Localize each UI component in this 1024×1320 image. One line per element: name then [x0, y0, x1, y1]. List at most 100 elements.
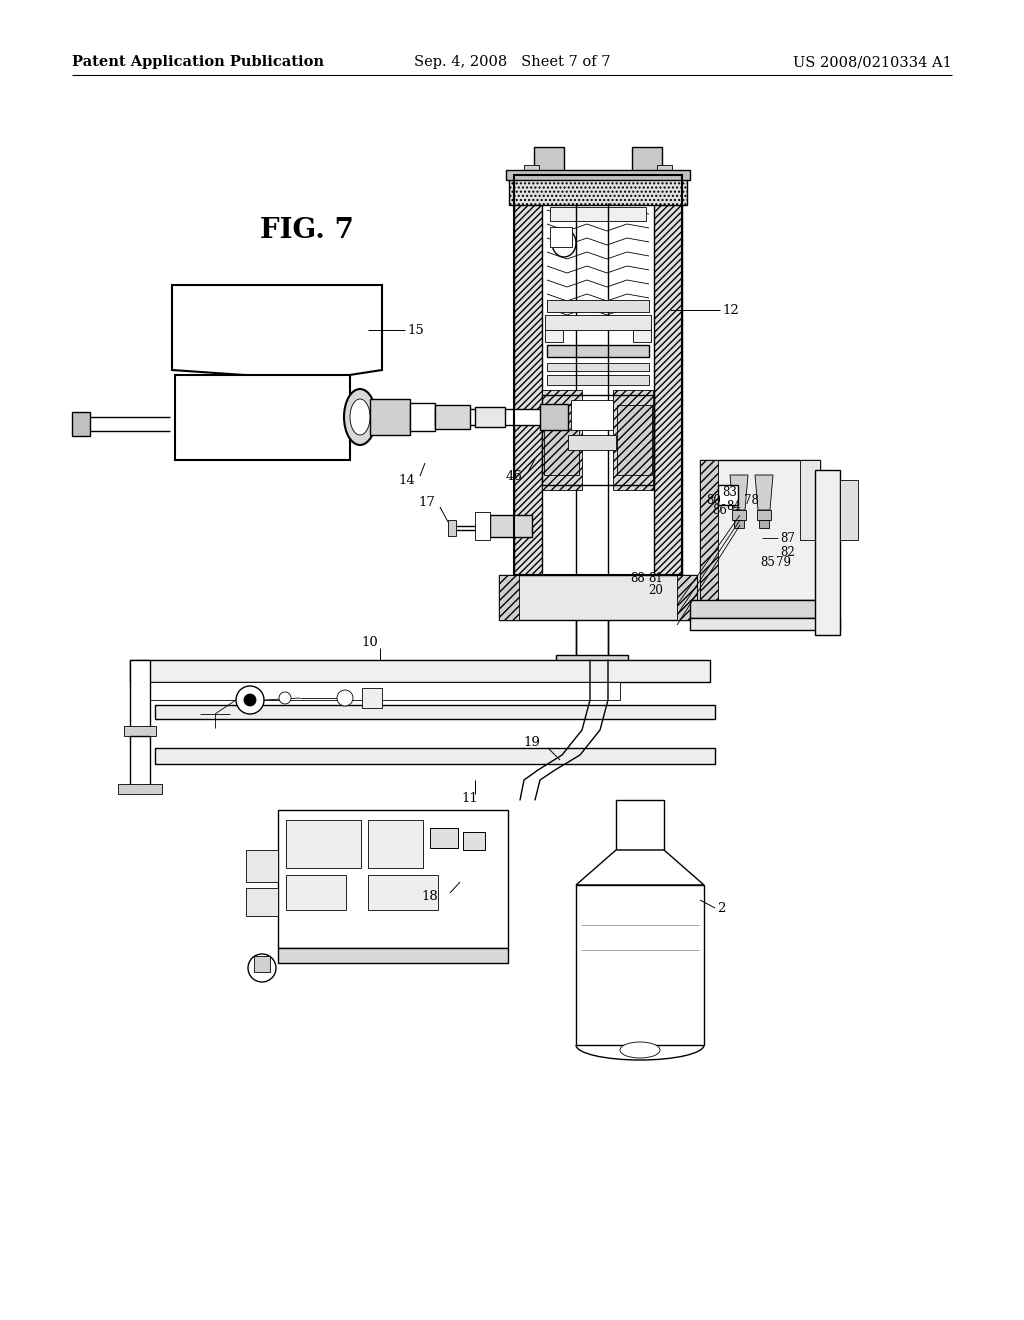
Bar [286, 820, 361, 869]
Bar [130, 660, 710, 682]
Text: 80: 80 [706, 494, 721, 507]
Bar [430, 828, 458, 847]
Bar [700, 459, 718, 601]
Bar [734, 520, 744, 528]
Bar [759, 520, 769, 528]
Bar [840, 480, 858, 540]
Bar [556, 655, 628, 675]
Bar [155, 705, 715, 719]
Text: 18: 18 [421, 891, 438, 903]
Bar [718, 484, 738, 506]
Text: 11: 11 [462, 792, 478, 804]
Ellipse shape [244, 694, 256, 706]
Bar [475, 512, 490, 540]
Bar [435, 405, 470, 429]
Bar [490, 515, 532, 537]
Text: 81: 81 [648, 572, 663, 585]
Bar [278, 948, 508, 964]
Ellipse shape [620, 1041, 660, 1059]
Ellipse shape [236, 686, 264, 714]
Bar [617, 405, 652, 475]
Text: FIG. 7: FIG. 7 [260, 216, 354, 243]
Text: 20: 20 [648, 585, 663, 598]
Text: Patent Application Publication: Patent Application Publication [72, 55, 324, 69]
Bar [278, 810, 508, 948]
Bar [571, 400, 613, 430]
Ellipse shape [279, 692, 291, 704]
Bar [449, 520, 456, 536]
Bar [246, 850, 278, 882]
Bar [534, 147, 564, 176]
Text: 46: 46 [505, 470, 522, 483]
Bar [130, 660, 150, 730]
Ellipse shape [337, 690, 353, 706]
Bar [118, 784, 162, 795]
Text: 85: 85 [760, 556, 775, 569]
Text: 79: 79 [776, 556, 791, 569]
Bar [545, 330, 563, 342]
Polygon shape [755, 475, 773, 510]
Bar [130, 682, 620, 700]
Bar [124, 726, 156, 737]
Text: 15: 15 [407, 323, 424, 337]
Bar [499, 576, 697, 620]
Bar [633, 330, 651, 342]
Ellipse shape [344, 389, 376, 445]
Bar [654, 176, 682, 576]
Text: 12: 12 [722, 304, 738, 317]
Text: 10: 10 [361, 635, 379, 648]
Bar [815, 470, 840, 635]
Bar [800, 459, 820, 540]
Bar [690, 618, 840, 630]
Bar [542, 389, 582, 490]
Bar [410, 403, 435, 432]
Bar [509, 176, 687, 205]
Text: Sep. 4, 2008   Sheet 7 of 7: Sep. 4, 2008 Sheet 7 of 7 [414, 55, 610, 69]
Ellipse shape [248, 954, 276, 982]
Bar [632, 147, 662, 176]
Bar [435, 409, 543, 425]
Bar [524, 165, 539, 176]
Text: 84: 84 [726, 500, 741, 513]
Bar [732, 510, 746, 520]
Bar [547, 345, 649, 356]
Bar [542, 395, 654, 484]
Text: 2: 2 [717, 902, 725, 915]
Text: 19: 19 [523, 737, 540, 750]
Bar [546, 663, 638, 677]
Polygon shape [172, 285, 382, 380]
Bar [463, 832, 485, 850]
Bar [547, 363, 649, 371]
Bar [130, 737, 150, 785]
Bar [616, 800, 664, 850]
Text: 82: 82 [780, 546, 795, 560]
Bar [657, 165, 672, 176]
Text: 14: 14 [398, 474, 415, 487]
Bar [368, 875, 438, 909]
Polygon shape [730, 475, 748, 510]
Bar [550, 227, 572, 247]
Bar [757, 510, 771, 520]
Bar [514, 176, 542, 576]
Text: 78: 78 [744, 494, 759, 507]
Bar [475, 407, 505, 426]
Bar [72, 412, 90, 436]
Bar [286, 875, 346, 909]
Bar [175, 375, 350, 459]
Polygon shape [575, 850, 705, 884]
Bar [254, 956, 270, 972]
Bar [540, 404, 568, 430]
Bar [677, 576, 697, 620]
Bar [499, 576, 519, 620]
Text: 86: 86 [712, 503, 727, 516]
Ellipse shape [552, 228, 575, 257]
Bar [690, 601, 825, 618]
Text: US 2008/0210334 A1: US 2008/0210334 A1 [794, 55, 952, 69]
Bar [547, 375, 649, 385]
Bar [544, 405, 579, 475]
Ellipse shape [350, 399, 370, 436]
Bar [550, 207, 646, 220]
Bar [547, 300, 649, 312]
Text: 17: 17 [418, 495, 435, 508]
Bar [545, 315, 651, 330]
